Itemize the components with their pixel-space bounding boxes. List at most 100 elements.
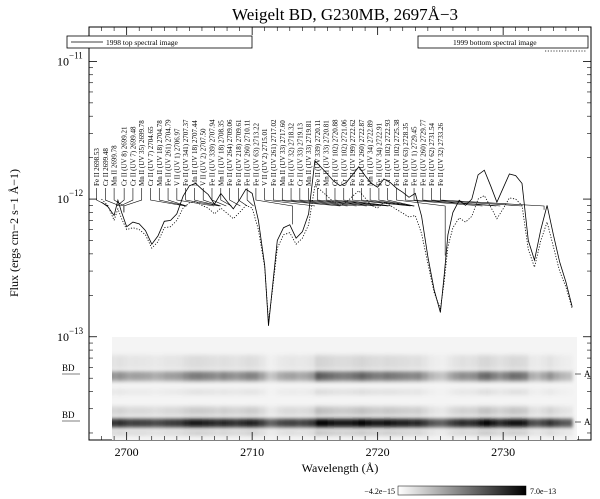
spectral-image-cell [296, 371, 303, 381]
spectral-image-cell [465, 355, 473, 369]
spectral-image-cell [447, 430, 454, 436]
spectral-image-cell [139, 389, 147, 395]
spectral-image-cell [164, 430, 172, 436]
spectral-image-cell [117, 406, 123, 416]
spectral-image-cell [227, 406, 234, 416]
spectral-image-cell [233, 418, 241, 428]
spectral-image-cell [139, 371, 147, 381]
spectral-image-cell [245, 371, 253, 381]
spectral-image-cell [189, 406, 197, 416]
spectral-image-cell [112, 418, 115, 428]
spectral-image-cell [327, 406, 335, 416]
spectral-image-cell [540, 418, 548, 428]
spectral-image-cell [409, 389, 416, 395]
y-tick-exponent: −13 [69, 326, 84, 336]
spectral-image-cell [471, 389, 479, 395]
line-id-stem [396, 188, 446, 256]
spectral-image-cell [114, 389, 119, 395]
spectral-image-cell [333, 371, 341, 381]
spectral-image-cell [264, 430, 270, 436]
line-id-label: Fe II (UV 102) 2725.38 [393, 119, 401, 186]
spectral-image-cell [132, 389, 140, 395]
spectral-image-cell [346, 371, 354, 381]
spectral-image-cell [117, 430, 123, 436]
spectral-image-cell [283, 389, 291, 395]
spectral-image-cell [245, 418, 253, 428]
line-id-label: Fe II (UV 339) 2720.11 [314, 119, 322, 186]
spectral-image-cell [459, 406, 467, 416]
spectral-image-cell [465, 371, 473, 381]
spectral-image-cell [521, 418, 529, 428]
spectral-image-cell [264, 418, 270, 428]
spectral-image-cell [289, 418, 297, 428]
line-id-label: Mn II (UV 18) 2707.44 [191, 120, 199, 186]
spectral-image-cell [547, 389, 554, 395]
spectral-image-cell [176, 406, 184, 416]
line-id-stem [116, 188, 125, 207]
spectral-image-cell [145, 389, 153, 395]
spectral-image-cell [114, 371, 119, 381]
spectral-image-markers: BD BD A A [62, 363, 591, 427]
spectral-image-cell [528, 406, 536, 416]
line-id-label: Fe II (UV 341) 2707.37 [182, 119, 190, 186]
spectral-image-cell [565, 430, 573, 436]
line-id-label: Fe II (UV 260) 2722.87 [358, 119, 366, 186]
spectral-image-cell [164, 371, 172, 381]
spectral-image-cell [490, 371, 498, 381]
spectral-image-cell [245, 389, 253, 395]
spectral-image-cell [151, 371, 159, 381]
spectral-image-cell [158, 371, 165, 381]
line-id-stem [387, 188, 415, 207]
spectral-image-cell [340, 406, 347, 416]
spectral-image-cell [427, 371, 435, 381]
y-tick-label: 10 [57, 54, 69, 68]
spectral-image-cell [158, 355, 165, 369]
spectral-image-cell [170, 430, 178, 436]
spectral-image-cell [170, 418, 178, 428]
line-id-label: Fe II (UV 199) 2722.62 [349, 119, 357, 186]
spectral-image-cell [371, 371, 379, 381]
spectral-image-cell [340, 355, 347, 369]
spectral-image-cell [377, 406, 385, 416]
spectral-image-band [112, 430, 573, 436]
spectral-image-cell [117, 355, 123, 369]
spectral-image-cell [346, 418, 354, 428]
spectral-image-cell [540, 406, 548, 416]
spectral-image-cell [402, 406, 410, 416]
spectral-image-cell [264, 371, 270, 381]
spectral-image-cell [377, 371, 385, 381]
spectral-image-cell [195, 371, 203, 381]
spectral-image-cell [346, 389, 354, 395]
spectral-image-cell [358, 355, 366, 369]
spectral-image-cell [434, 389, 441, 395]
spectral-image-cell [427, 430, 435, 436]
chart-title: Weigelt BD, G230MB, 2697Å−3 [232, 5, 458, 24]
spectral-image-cell [547, 406, 554, 416]
x-tick-label: 2720 [366, 445, 390, 459]
spectral-image-cell [490, 355, 498, 369]
spectral-image-cell [176, 418, 184, 428]
spectral-image-cell [126, 418, 134, 428]
spectral-image-cell [377, 418, 385, 428]
spectral-image-cell [220, 406, 228, 416]
spectral-image-cell [509, 418, 517, 428]
spectral-image-cell [478, 355, 485, 369]
spectral-image-cell [314, 371, 322, 381]
spectral-image-cell [208, 355, 216, 369]
spectral-image-cell [139, 430, 147, 436]
spectral-image-cell [346, 430, 354, 436]
y-tick-exponent: −12 [69, 188, 83, 198]
x-tick-label: 2730 [491, 445, 515, 459]
spectral-image-cell [139, 418, 147, 428]
spectral-image-cell [112, 430, 115, 436]
spectral-image-cell [503, 406, 511, 416]
line-id-stem [273, 188, 341, 207]
spectral-image-cell [296, 430, 303, 436]
spectral-image-cell [176, 389, 184, 395]
spectral-image-cell [227, 355, 234, 369]
line-id-label: Fe II (UV 218) 2709.61 [235, 119, 243, 186]
spectral-image-cell [452, 355, 460, 369]
spectral-image-cell [440, 389, 445, 395]
spectral-image-cell [383, 406, 391, 416]
